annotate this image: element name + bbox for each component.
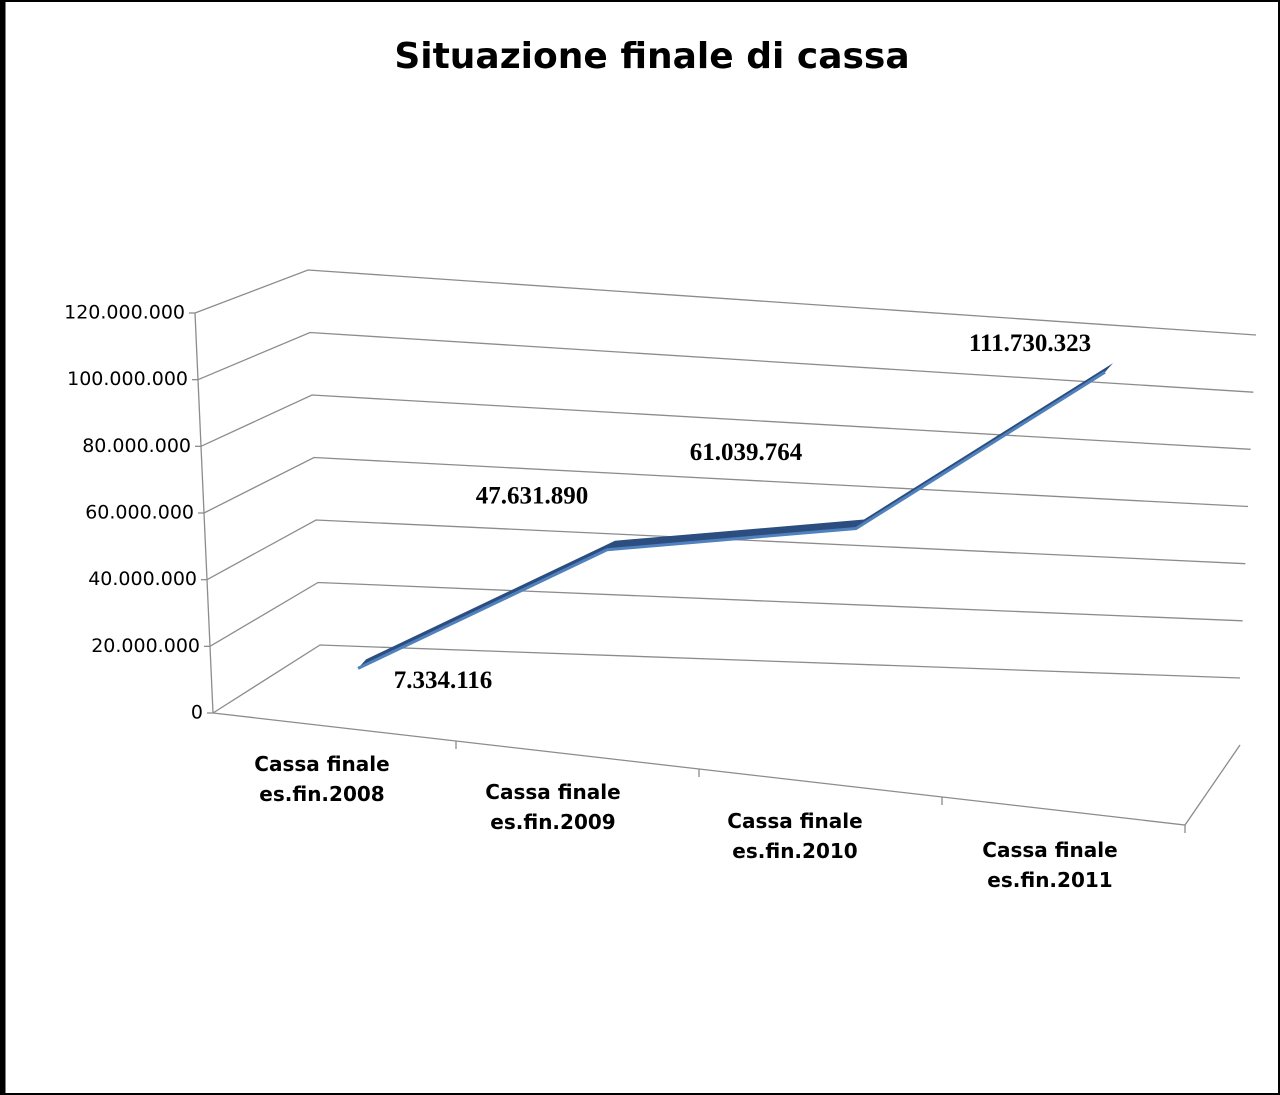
x-tick-label-line: es.fin.2008	[259, 782, 384, 806]
y-tick-label: 60.000.000	[85, 502, 194, 524]
x-tick-label: Cassa finale es.fin.2008	[254, 752, 389, 806]
line	[357, 370, 1106, 670]
y-tick-label: 40.000.000	[88, 568, 197, 590]
y-tick-label: 100.000.000	[67, 368, 188, 390]
data-label: 111.730.323	[969, 330, 1091, 357]
grid-line	[209, 581, 1243, 647]
y-tick-label: 20.000.000	[91, 635, 200, 657]
x-tick-label: Cassa finale es.fin.2010	[727, 809, 862, 863]
x-tick-label-line: Cassa finale	[727, 809, 862, 833]
chart-title: Situazione finale di cassa	[394, 36, 909, 77]
x-tick-label-line: Cassa finale	[254, 752, 389, 776]
grid-line	[194, 269, 1257, 336]
data-label: 61.039.764	[690, 439, 803, 466]
x-tick-label: Cassa finale es.fin.2009	[485, 780, 620, 834]
x-tick-label-line: Cassa finale	[485, 780, 620, 804]
grid-line	[212, 644, 1241, 714]
x-tick-label-line: Cassa finale	[982, 838, 1117, 862]
x-tick-label-line: es.fin.2009	[490, 810, 615, 834]
y-tick-label: 120.000.000	[64, 302, 185, 324]
y-tick-label: 0	[191, 702, 203, 724]
y-tick-label: 80.000.000	[82, 435, 191, 457]
grid-line	[200, 394, 1251, 450]
grid-line	[206, 519, 1246, 581]
x-tick-label: Cassa finale es.fin.2011	[982, 838, 1117, 892]
data-label: 47.631.890	[476, 482, 589, 509]
grid-line	[197, 331, 1254, 393]
x-tick-label-line: es.fin.2010	[732, 839, 857, 863]
data-label: 7.334.116	[394, 667, 493, 694]
grid-line	[203, 456, 1249, 514]
x-tick-label-line: es.fin.2011	[987, 868, 1112, 892]
